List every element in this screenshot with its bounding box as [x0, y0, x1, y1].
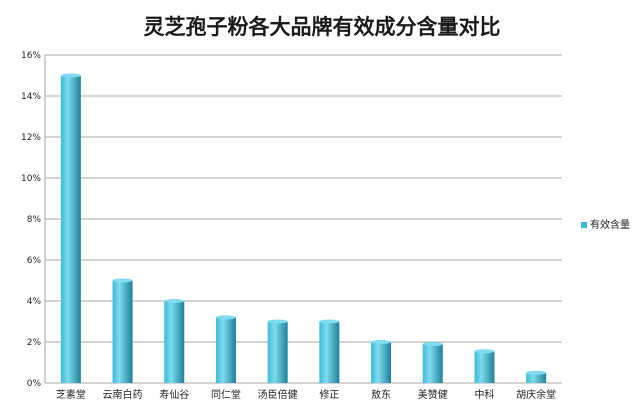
bar-top: [60, 73, 81, 78]
bar: [215, 315, 236, 383]
bar-top: [319, 319, 340, 324]
bar: [371, 340, 392, 383]
bar-top: [371, 340, 392, 344]
legend-swatch: [581, 222, 587, 228]
bar-top: [215, 315, 236, 320]
bar-body: [112, 280, 133, 383]
y-tick-label: 6%: [27, 256, 42, 266]
bar: [474, 349, 495, 383]
bar-top: [112, 278, 133, 283]
x-category-label: 芝素堂: [56, 388, 86, 401]
x-axis-categories: 芝素堂 云南白药 寿仙谷 同仁堂 汤臣倍健 修正 敖东 美赞健 中科 胡庆余堂: [56, 388, 556, 401]
y-tick-label: 16%: [21, 51, 41, 61]
bar-top: [474, 349, 495, 354]
bar-body: [215, 317, 236, 383]
x-category-label: 寿仙谷: [159, 388, 189, 401]
bar-body: [319, 321, 340, 383]
bar: [319, 319, 340, 383]
bar-body: [60, 75, 81, 383]
bar: [267, 319, 288, 383]
x-category-label: 胡庆余堂: [516, 388, 556, 401]
y-tick-label: 8%: [27, 215, 42, 225]
bar: [526, 370, 547, 383]
y-tick-label: 0%: [27, 379, 42, 389]
x-category-label: 修正: [319, 388, 339, 401]
bar-body: [267, 321, 288, 383]
x-category-label: 汤臣倍健: [258, 388, 298, 401]
y-axis-ticks: 0% 2% 4% 6% 8% 10% 12% 14% 16%: [21, 51, 41, 389]
bar-body: [474, 351, 495, 383]
bar-body: [422, 344, 443, 383]
chart-title: 灵芝孢子粉各大品牌有效成分含量对比: [144, 14, 501, 39]
bar: [112, 278, 133, 383]
legend: 有效含量: [581, 218, 630, 231]
y-tick-label: 12%: [21, 133, 41, 143]
x-category-label: 美赞健: [418, 388, 448, 401]
bar-body: [526, 372, 547, 383]
y-tick-label: 2%: [27, 338, 42, 348]
bar: [60, 73, 81, 383]
bar-top: [422, 342, 443, 347]
x-category-label: 云南白药: [103, 388, 143, 401]
legend-label: 有效含量: [590, 218, 630, 231]
y-tick-label: 14%: [21, 92, 41, 102]
y-tick-label: 10%: [21, 174, 41, 184]
x-category-label: 中科: [474, 388, 494, 401]
bar: [164, 299, 185, 383]
bar-body: [164, 301, 185, 383]
bars: [60, 73, 547, 383]
bar: [422, 342, 443, 383]
bar-top: [267, 319, 288, 324]
bar-top: [526, 370, 547, 375]
bar-top: [164, 299, 185, 303]
y-tick-label: 4%: [27, 297, 42, 307]
bar-body: [371, 342, 392, 383]
x-category-label: 同仁堂: [211, 389, 241, 401]
x-category-label: 敖东: [371, 388, 391, 401]
